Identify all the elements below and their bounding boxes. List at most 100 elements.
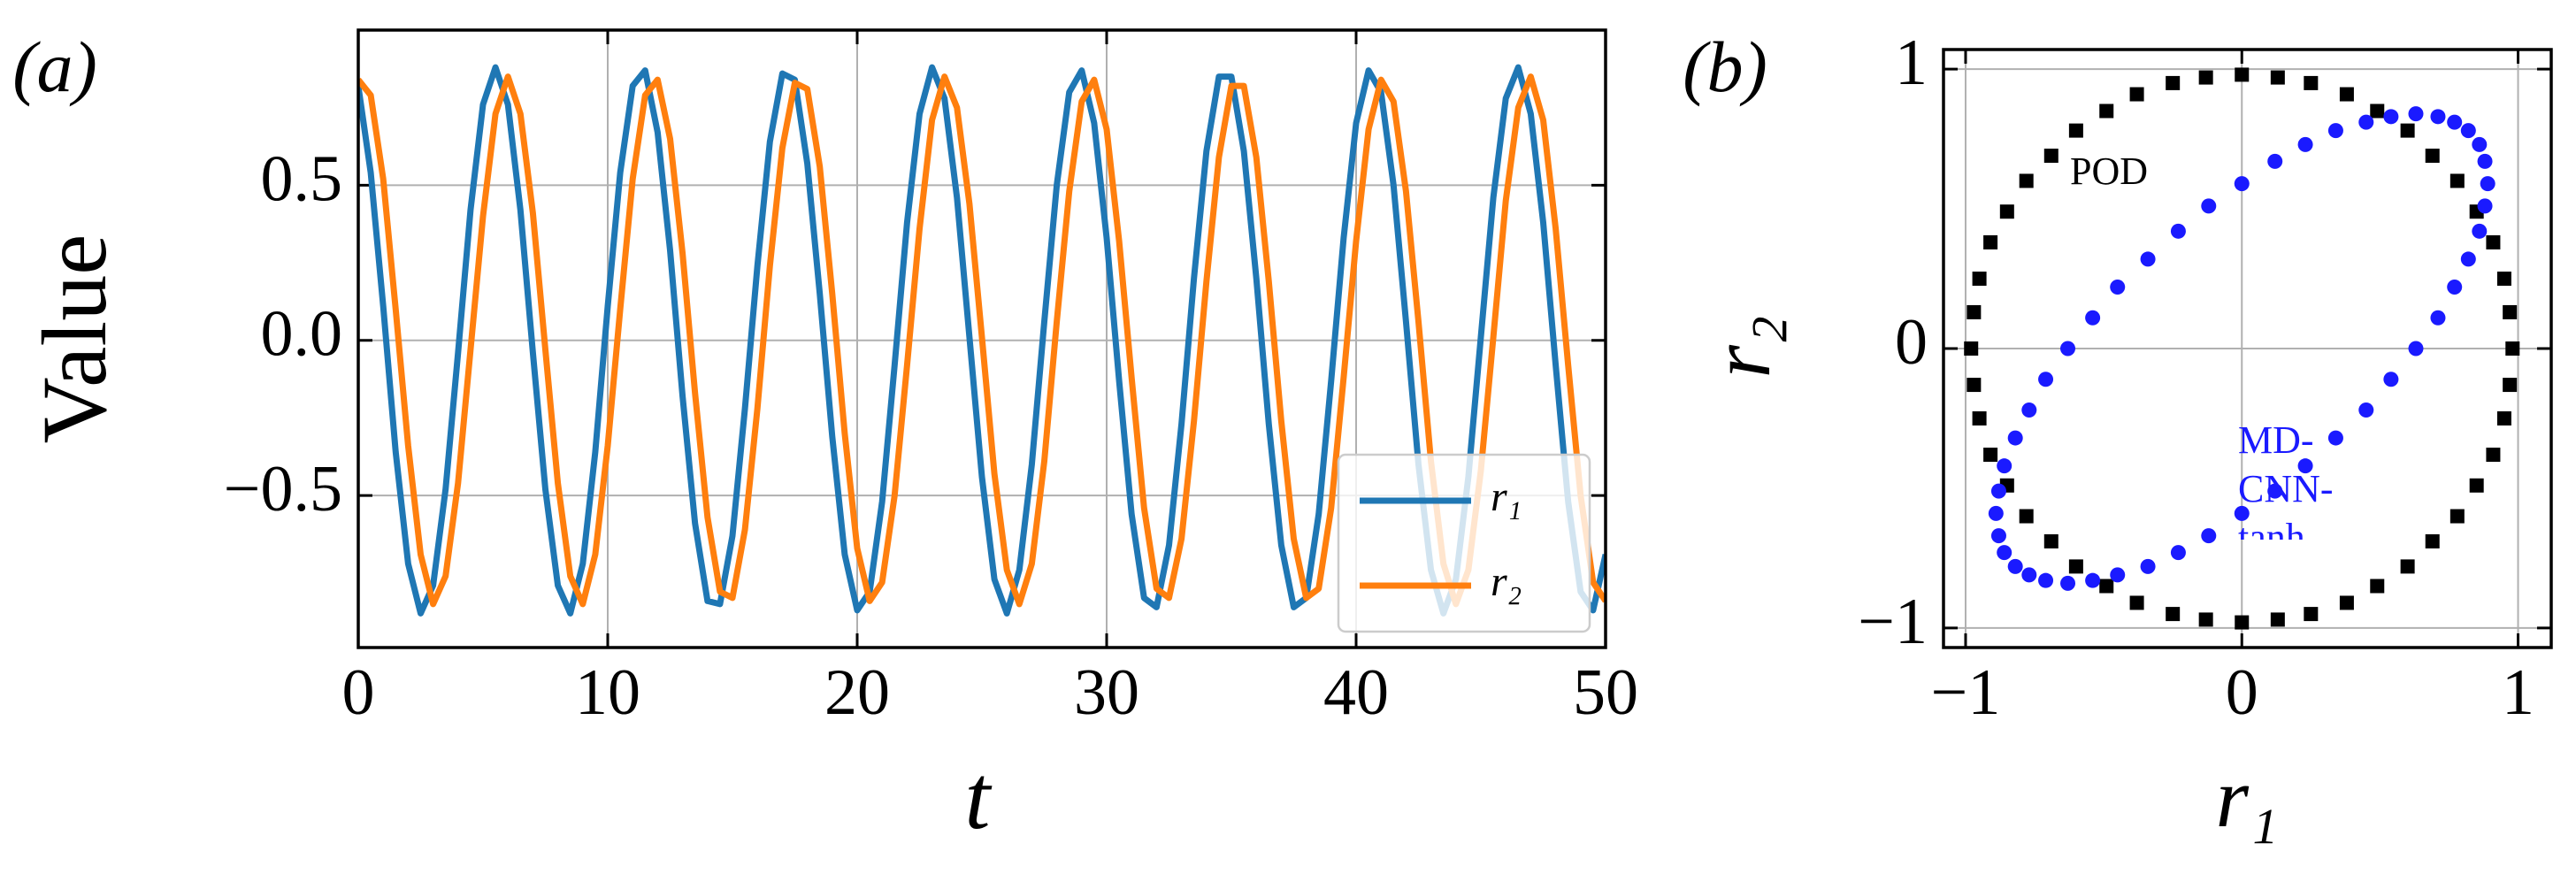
annotation-text: MD-CNN-tanh bbox=[2238, 418, 2334, 540]
point bbox=[2019, 173, 2034, 188]
data-line bbox=[358, 64, 1606, 617]
point bbox=[2486, 234, 2501, 249]
point bbox=[2486, 448, 2501, 463]
point bbox=[2166, 607, 2181, 622]
point bbox=[2234, 505, 2250, 521]
point bbox=[2043, 533, 2058, 548]
x-tick-label: 0 bbox=[342, 656, 375, 729]
legend-label: r₁ bbox=[1491, 473, 1522, 520]
point bbox=[2201, 198, 2217, 214]
point bbox=[2370, 104, 2385, 119]
point bbox=[2400, 559, 2415, 574]
point bbox=[2021, 567, 2037, 583]
x-tick-label: 20 bbox=[824, 656, 890, 729]
point bbox=[1997, 545, 2012, 561]
point bbox=[2140, 558, 2156, 574]
point bbox=[2019, 509, 2034, 524]
point bbox=[2043, 149, 2058, 164]
x-tick-label: 10 bbox=[575, 656, 640, 729]
legend-box bbox=[1337, 453, 1591, 633]
point bbox=[2267, 153, 2283, 169]
point bbox=[2430, 310, 2446, 326]
point bbox=[2068, 123, 2083, 138]
point bbox=[2068, 559, 2083, 574]
x-tick-label: 1 bbox=[2502, 656, 2534, 729]
x-axis-label: t bbox=[965, 747, 993, 848]
axes-frame bbox=[356, 28, 1607, 649]
panel-label: (a) bbox=[12, 27, 97, 107]
point bbox=[2472, 223, 2488, 239]
point bbox=[2085, 310, 2101, 326]
point bbox=[2327, 123, 2343, 139]
point bbox=[2060, 341, 2076, 356]
x-tick-label: 0 bbox=[2226, 656, 2258, 729]
point bbox=[1966, 378, 1982, 393]
point bbox=[2129, 87, 2144, 102]
point bbox=[2235, 67, 2250, 82]
point bbox=[2339, 595, 2354, 610]
point bbox=[2496, 272, 2511, 287]
point bbox=[2358, 114, 2374, 130]
data-line bbox=[358, 73, 1606, 608]
point bbox=[2450, 509, 2465, 524]
point bbox=[2408, 341, 2424, 356]
point bbox=[2170, 545, 2186, 561]
point bbox=[2400, 123, 2415, 138]
point bbox=[2496, 410, 2511, 426]
point bbox=[1997, 458, 2012, 474]
annotation: MD-CNN-tanh bbox=[2238, 418, 2334, 540]
point bbox=[1983, 448, 1998, 463]
point bbox=[2007, 430, 2023, 446]
point bbox=[2267, 483, 2283, 499]
point bbox=[2383, 372, 2399, 387]
point bbox=[2038, 572, 2054, 588]
point bbox=[1983, 234, 1998, 249]
x-axis-label: r₁ bbox=[2216, 750, 2279, 845]
y-tick-label: 0.0 bbox=[261, 298, 343, 371]
y-tick-label: −1 bbox=[1858, 586, 1928, 658]
point bbox=[2007, 558, 2023, 574]
point bbox=[2447, 114, 2463, 130]
y-tick-label: −0.5 bbox=[224, 453, 342, 525]
point bbox=[2460, 251, 2476, 267]
point bbox=[2166, 75, 2181, 90]
x-tick-label: −1 bbox=[1931, 656, 2001, 729]
point bbox=[2304, 607, 2319, 622]
point bbox=[1966, 304, 1982, 319]
point bbox=[2425, 149, 2440, 164]
point bbox=[2503, 378, 2518, 393]
point bbox=[1990, 483, 2006, 499]
point bbox=[2460, 123, 2476, 139]
point bbox=[1988, 505, 2004, 521]
x-tick-label: 30 bbox=[1074, 656, 1139, 729]
point bbox=[2297, 136, 2313, 152]
point bbox=[2060, 575, 2076, 591]
point bbox=[1972, 410, 1987, 426]
plot-area bbox=[358, 64, 1606, 617]
point bbox=[2099, 579, 2114, 594]
point bbox=[2085, 572, 2101, 588]
axes-frame bbox=[1942, 48, 2553, 649]
panel-label: (b) bbox=[1683, 27, 1767, 107]
y-tick-label: 0.5 bbox=[261, 142, 343, 215]
plot-area bbox=[1964, 67, 2520, 630]
point bbox=[2270, 70, 2285, 85]
point bbox=[2038, 372, 2054, 387]
point bbox=[2099, 104, 2114, 119]
point bbox=[2447, 280, 2463, 295]
point bbox=[2270, 612, 2285, 627]
point bbox=[2430, 109, 2446, 125]
point bbox=[2234, 176, 2250, 192]
point bbox=[2201, 528, 2217, 544]
point bbox=[1972, 272, 1987, 287]
point bbox=[2140, 251, 2156, 267]
point bbox=[2304, 75, 2319, 90]
point bbox=[2503, 304, 2518, 319]
point bbox=[2235, 615, 2250, 630]
point bbox=[2198, 612, 2213, 627]
point bbox=[2480, 176, 2496, 192]
legend-label: r₂ bbox=[1491, 558, 1522, 605]
point bbox=[2472, 136, 2488, 152]
point bbox=[2505, 341, 2520, 356]
